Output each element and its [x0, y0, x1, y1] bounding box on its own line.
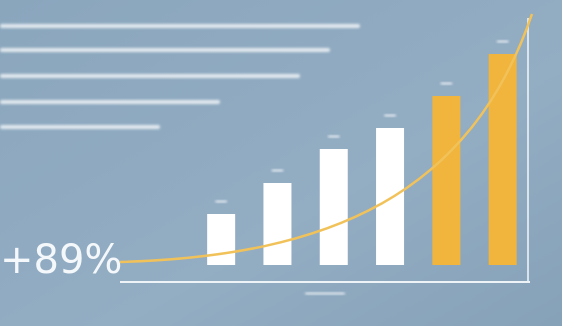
bar [488, 54, 517, 265]
bar-label-blur [327, 135, 340, 138]
text-line [0, 24, 360, 28]
bar [263, 183, 292, 265]
bar [376, 128, 405, 265]
text-line [0, 48, 330, 52]
bar-label-blur [496, 40, 509, 43]
text-line [0, 125, 160, 129]
bar-label-blur [384, 114, 397, 117]
bar [207, 214, 236, 265]
trend-curve [119, 13, 534, 264]
bar-label-blur [271, 169, 284, 172]
blurred-text-block [0, 24, 360, 129]
text-line [0, 74, 300, 78]
bars [207, 40, 517, 265]
bar-label-blur [215, 200, 228, 203]
text-line [0, 100, 220, 104]
axis-caption [305, 292, 345, 295]
bar [432, 96, 461, 265]
bar-label-blur [440, 82, 453, 85]
bar [319, 149, 348, 265]
growth-annotation: +89% [0, 237, 122, 283]
